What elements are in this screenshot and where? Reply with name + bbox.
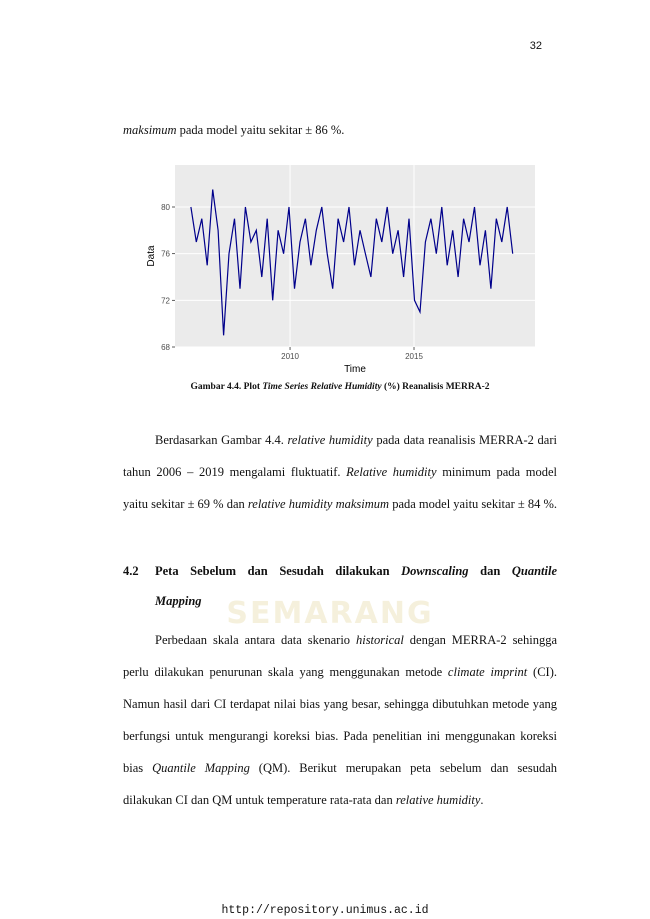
text: Gambar 4.4. Plot — [190, 382, 263, 392]
text: pada data reanalisis MERRA-2 dari tahun … — [123, 433, 557, 479]
italic-text: Downscaling — [401, 564, 469, 578]
intro-line: maksimum pada model yaitu sekitar ± 86 %… — [123, 114, 557, 146]
figure-caption: Gambar 4.4. Plot Time Series Relative Hu… — [123, 382, 557, 392]
text: Peta Sebelum dan Sesudah dilakukan — [155, 564, 402, 578]
section-heading: 4.2 Peta Sebelum dan Sesudah dilakukan D… — [123, 556, 557, 616]
paragraph: Perbedaan skala antara data skenario his… — [123, 624, 557, 816]
text: dengan MERRA-2 sehingga perlu dilakukan … — [123, 633, 557, 679]
italic-text: relative humidity maksimum — [247, 497, 390, 511]
italic-text: Relative humidity — [346, 465, 437, 479]
y-tick-label: 68 — [161, 343, 170, 352]
italic-text: maksimum — [123, 123, 177, 137]
y-tick-label: 80 — [161, 203, 170, 212]
x-tick-label: 2015 — [405, 352, 423, 361]
y-axis-title: Data — [146, 245, 157, 267]
italic-text: historical — [355, 633, 404, 647]
text: . — [480, 793, 484, 807]
italic-text: relative humidity — [395, 793, 481, 807]
text: dan — [468, 564, 512, 578]
paragraph: Berdasarkan Gambar 4.4. relative humidit… — [123, 424, 557, 520]
italic-text: relative humidity — [287, 433, 373, 447]
text: Perbedaan skala antara data skenario — [155, 633, 356, 647]
y-tick-label: 76 — [161, 250, 170, 259]
data-line — [190, 189, 514, 336]
text: (CI). Namun hasil dari CI terdapat nilai… — [123, 665, 557, 775]
italic-text: climate imprint — [447, 665, 528, 679]
text: pada model yaitu sekitar ± 84 %. — [389, 497, 558, 511]
footer-url: http://repository.unimus.ac.id — [221, 904, 429, 917]
text: minimum pada model yaitu sekitar ± 69 % … — [123, 465, 557, 511]
italic-text: Quantile Mapping — [152, 761, 250, 775]
x-axis-title: Time — [344, 364, 366, 375]
text: Berdasarkan Gambar 4.4. — [155, 433, 288, 447]
x-tick-label: 2010 — [281, 352, 299, 361]
text: pada model yaitu sekitar ± 86 %. — [176, 123, 345, 137]
text: (%) Reanalisis MERRA-2 — [381, 382, 490, 392]
y-tick-label: 72 — [161, 296, 170, 305]
section-number: 4.2 — [123, 564, 139, 578]
italic-text: Time Series Relative Humidity — [262, 382, 382, 392]
italic-text: Quantile Mapping — [155, 564, 558, 608]
plot-panel — [175, 165, 535, 347]
page-number: 32 — [529, 40, 542, 52]
section-title: Peta Sebelum dan Sesudah dilakukan Downs… — [155, 556, 557, 616]
figure-chart: 68 72 76 80 2010 2015 Time Data — [146, 165, 535, 375]
text: (QM). Berikut merupakan peta sebelum dan… — [123, 761, 557, 807]
watermark: SEMARANG — [226, 596, 434, 631]
